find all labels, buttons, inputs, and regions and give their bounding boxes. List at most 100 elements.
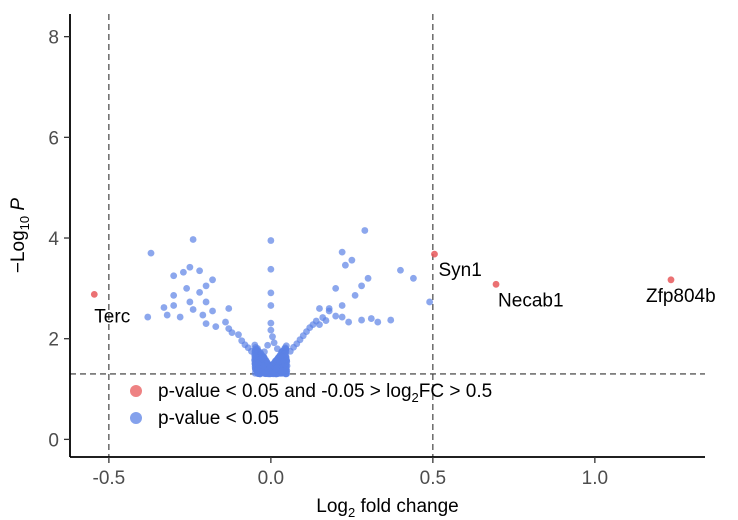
point-p-value-12 bbox=[170, 302, 178, 309]
x-tick-label-2: 0.5 bbox=[420, 468, 446, 489]
point-p-value-76 bbox=[358, 316, 365, 324]
gene-label-zfp804b: Zfp804b bbox=[646, 286, 716, 307]
y-tick-label-2: 4 bbox=[48, 229, 59, 250]
point-p-value-2 bbox=[170, 272, 178, 280]
point-p-value-22 bbox=[212, 323, 220, 331]
point-p-value-9 bbox=[196, 288, 203, 296]
y-tick-label-1: 2 bbox=[48, 330, 59, 351]
point-p-value-27 bbox=[235, 331, 242, 339]
point-p-value-53 bbox=[280, 357, 288, 365]
point-p-value-0 bbox=[147, 249, 155, 257]
axes: -0.5 0.0 0.5 1.0 0 2 4 6 8 bbox=[48, 14, 705, 489]
legend: p-value < 0.05 and -0.05 > log2FC > 0.5p… bbox=[130, 381, 492, 429]
point-fc-necab1 bbox=[492, 280, 500, 288]
point-p-value-54 bbox=[254, 360, 262, 368]
point-p-value-45 bbox=[267, 326, 275, 334]
point-p-value-55 bbox=[283, 362, 291, 370]
point-p-value-1 bbox=[189, 236, 197, 243]
point-p-value-78 bbox=[374, 318, 382, 326]
x-title-sub: 2 bbox=[348, 505, 355, 520]
y-title-sub: 10 bbox=[17, 216, 32, 230]
point-p-value-13 bbox=[186, 298, 194, 306]
y-tick-label-3: 6 bbox=[48, 128, 59, 149]
legend-label-1-part-0: p-value < 0.05 bbox=[158, 408, 279, 429]
point-p-value-52 bbox=[257, 355, 265, 363]
point-p-value-42 bbox=[267, 289, 275, 297]
point-p-value-23 bbox=[222, 318, 229, 326]
point-p-value-88 bbox=[338, 248, 346, 256]
point-p-value-59 bbox=[272, 365, 280, 373]
point-p-value-6 bbox=[209, 276, 216, 284]
point-p-value-75 bbox=[345, 318, 353, 326]
point-p-value-15 bbox=[144, 313, 152, 321]
legend-label-1: p-value < 0.05 bbox=[158, 408, 279, 429]
point-p-value-91 bbox=[397, 266, 404, 274]
point-p-value-47 bbox=[270, 339, 278, 347]
point-p-value-93 bbox=[426, 298, 434, 306]
point-p-value-77 bbox=[367, 315, 375, 322]
gene-label-necab1: Necab1 bbox=[498, 290, 564, 311]
point-p-value-24 bbox=[225, 305, 233, 312]
point-p-value-81 bbox=[316, 305, 323, 312]
x-title-rest: fold change bbox=[355, 496, 459, 517]
x-tick-label-3: 1.0 bbox=[582, 468, 608, 489]
point-p-value-82 bbox=[332, 284, 340, 292]
point-p-value-74 bbox=[338, 313, 346, 321]
point-p-value-18 bbox=[189, 306, 197, 313]
point-p-value-5 bbox=[186, 263, 194, 271]
point-p-value-4 bbox=[196, 267, 203, 275]
point-p-value-48 bbox=[264, 341, 272, 349]
point-fc-terc bbox=[90, 290, 98, 298]
x-axis-title: Log2 fold change bbox=[316, 496, 458, 520]
y-title-rest: P bbox=[8, 198, 29, 216]
point-p-value-19 bbox=[199, 311, 207, 319]
point-p-value-89 bbox=[361, 227, 369, 234]
legend-label-0: p-value < 0.05 and -0.05 > log2FC > 0.5 bbox=[158, 381, 492, 405]
point-p-value-26 bbox=[228, 329, 236, 337]
point-p-value-73 bbox=[332, 312, 340, 320]
legend-label-0-part-2: FC > 0.5 bbox=[419, 381, 492, 402]
gene-labels: Terc Syn1 Necab1 Zfp804b bbox=[94, 260, 715, 327]
point-p-value-3 bbox=[179, 268, 187, 276]
x-tick-label-1: 0.0 bbox=[258, 468, 284, 489]
point-p-value-8 bbox=[183, 284, 191, 292]
point-p-value-51 bbox=[277, 352, 284, 360]
point-p-value-41 bbox=[267, 265, 275, 273]
gene-label-terc: Terc bbox=[94, 306, 130, 327]
legend-label-0-part-0: p-value < 0.05 and -0.05 > log bbox=[158, 381, 412, 402]
point-p-value-14 bbox=[202, 298, 210, 306]
x-tick-label-0: -0.5 bbox=[93, 468, 126, 489]
point-p-value-21 bbox=[202, 320, 210, 327]
point-p-value-7 bbox=[202, 282, 210, 290]
point-p-value-20 bbox=[209, 307, 216, 315]
point-p-value-43 bbox=[267, 302, 275, 309]
y-title-prefix: −Log bbox=[8, 230, 29, 273]
point-p-value-92 bbox=[410, 274, 417, 282]
data-points bbox=[90, 227, 675, 378]
point-p-value-49 bbox=[273, 345, 281, 353]
legend-key-1 bbox=[130, 412, 142, 424]
point-p-value-44 bbox=[267, 319, 275, 327]
reference-lines bbox=[70, 14, 705, 457]
legend-label-0-sub: 2 bbox=[412, 390, 419, 405]
y-axis-title: −Log10 P bbox=[8, 198, 32, 274]
point-fc-zfp804b bbox=[667, 276, 675, 284]
point-p-value-46 bbox=[269, 333, 276, 341]
gene-label-syn1: Syn1 bbox=[438, 260, 481, 281]
point-p-value-79 bbox=[387, 316, 395, 324]
point-fc-syn1 bbox=[431, 250, 438, 258]
y-tick-label-0: 0 bbox=[48, 430, 59, 451]
point-p-value-69 bbox=[316, 321, 323, 329]
point-p-value-87 bbox=[348, 256, 356, 264]
y-tick-label-4: 8 bbox=[48, 28, 59, 49]
point-p-value-40 bbox=[267, 237, 275, 244]
x-title-base: Log bbox=[316, 496, 348, 517]
point-p-value-83 bbox=[338, 302, 346, 309]
point-p-value-11 bbox=[160, 304, 168, 311]
legend-key-0 bbox=[130, 385, 142, 397]
point-p-value-80 bbox=[325, 305, 333, 312]
point-p-value-85 bbox=[358, 282, 365, 290]
point-p-value-16 bbox=[163, 311, 171, 319]
point-p-value-90 bbox=[364, 274, 372, 282]
